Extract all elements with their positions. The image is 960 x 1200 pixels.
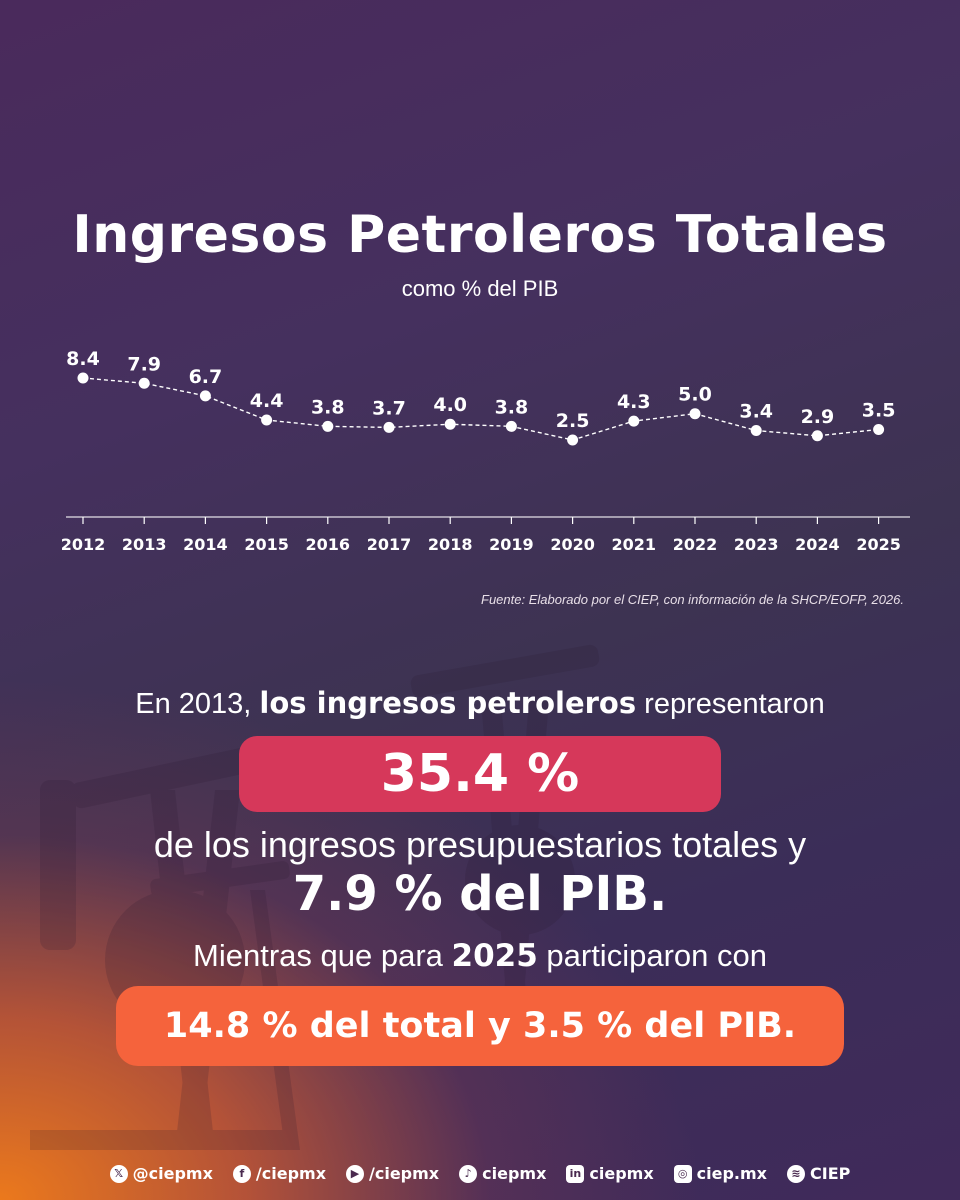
- data-point: [628, 415, 640, 427]
- social-link-x[interactable]: 𝕏 @ciepmx: [109, 1164, 213, 1183]
- x-tick-label: 2014: [183, 535, 228, 554]
- summary-line-4: Mientras que para 2025 participaron con: [0, 938, 960, 974]
- data-label: 2.9: [801, 406, 835, 428]
- social-link-youtube[interactable]: ▶ /ciepmx: [346, 1164, 439, 1183]
- social-link-facebook[interactable]: f /ciepmx: [232, 1164, 327, 1183]
- x-tick-label: 2019: [489, 535, 534, 554]
- data-point: [811, 430, 823, 442]
- data-point: [567, 434, 579, 446]
- x-tick-label: 2012: [61, 535, 106, 554]
- data-label: 8.4: [66, 348, 100, 370]
- data-point: [689, 408, 701, 420]
- summary-line-4-post: participaron con: [537, 938, 767, 973]
- data-point: [873, 423, 885, 435]
- tiktok-icon: ♪: [459, 1164, 478, 1183]
- summary-line-4-bold: 2025: [451, 938, 538, 974]
- source-note: Fuente: Elaborado por el CIEP, con infor…: [481, 592, 904, 607]
- x-tick-label: 2020: [550, 535, 595, 554]
- social-handle: ciepmx: [589, 1164, 654, 1183]
- highlight-share-2025: 14.8 % del total y 3.5 % del PIB.: [116, 986, 844, 1066]
- x-tick-label: 2017: [367, 535, 412, 554]
- data-point: [383, 421, 395, 433]
- x-tick-label: 2022: [673, 535, 718, 554]
- social-handle: ciep.mx: [696, 1164, 767, 1183]
- chart-subtitle: como % del PIB: [401, 276, 559, 301]
- data-point: [261, 414, 273, 426]
- data-label: 6.7: [189, 366, 223, 388]
- data-label: 2.5: [556, 410, 590, 432]
- data-point: [322, 420, 334, 432]
- data-label: 3.5: [862, 399, 896, 421]
- chart-title: Ingresos Petroleros Totales: [72, 205, 888, 265]
- data-label: 4.0: [433, 394, 467, 416]
- social-link-tiktok[interactable]: ♪ ciepmx: [459, 1164, 546, 1183]
- social-footer: 𝕏 @ciepmx f /ciepmx ▶ /ciepmx ♪ ciepmx i…: [0, 1164, 960, 1183]
- data-point: [750, 425, 762, 437]
- youtube-icon: ▶: [346, 1164, 365, 1183]
- linkedin-icon: in: [566, 1164, 585, 1183]
- data-label: 7.9: [127, 353, 161, 375]
- social-link-linkedin[interactable]: in ciepmx: [566, 1164, 654, 1183]
- data-label: 4.4: [250, 390, 284, 412]
- social-handle: /ciepmx: [369, 1164, 440, 1183]
- social-link-instagram[interactable]: ◎ ciep.mx: [673, 1164, 767, 1183]
- data-point: [444, 418, 456, 430]
- series-line: [82, 377, 879, 441]
- x-tick-label: 2016: [306, 535, 351, 554]
- data-point: [138, 377, 150, 389]
- data-label: 3.4: [739, 401, 773, 423]
- social-link-spotify[interactable]: ≋ CIEP: [787, 1164, 850, 1183]
- x-tick-label: 2025: [856, 535, 901, 554]
- x-tick-label: 2023: [734, 535, 779, 554]
- summary-line-1: En 2013, los ingresos petroleros represe…: [0, 686, 960, 721]
- spotify-icon: ≋: [787, 1164, 805, 1183]
- x-tick-label: 2021: [612, 535, 657, 554]
- x-tick-label: 2013: [122, 535, 167, 554]
- data-label: 3.8: [311, 396, 345, 418]
- summary-line-1-bold: los ingresos petroleros: [259, 686, 637, 720]
- x-icon: 𝕏: [109, 1164, 128, 1183]
- summary-line-4-pre: Mientras que para: [193, 938, 452, 973]
- line-chart: 8.4 2012 7.9 2013 6.7 2014 4.4 2015 3.8 2016 3.7 20…: [61, 348, 910, 554]
- summary-line-2: de los ingresos presupuestarios totales …: [153, 824, 807, 865]
- data-point: [505, 420, 517, 432]
- instagram-icon: ◎: [673, 1164, 692, 1183]
- facebook-icon: f: [232, 1164, 251, 1183]
- data-label: 4.3: [617, 391, 651, 413]
- x-tick-label: 2024: [795, 535, 840, 554]
- data-label: 3.8: [495, 396, 529, 418]
- social-handle: /ciepmx: [255, 1164, 327, 1183]
- social-handle: ciepmx: [482, 1164, 547, 1183]
- social-handle: @ciepmx: [132, 1164, 213, 1183]
- x-tick-label: 2018: [428, 535, 473, 554]
- data-point: [77, 372, 89, 384]
- social-handle: CIEP: [810, 1164, 851, 1183]
- data-label: 5.0: [678, 384, 712, 406]
- summary-line-1-post: representaron: [636, 688, 825, 720]
- data-label: 3.7: [372, 397, 406, 419]
- x-tick-label: 2015: [244, 535, 289, 554]
- summary-line-1-pre: En 2013,: [135, 688, 260, 720]
- highlight-share-2013: 35.4 %: [239, 736, 721, 812]
- data-point: [199, 390, 211, 402]
- summary-line-3: 7.9 % del PIB.: [292, 866, 668, 922]
